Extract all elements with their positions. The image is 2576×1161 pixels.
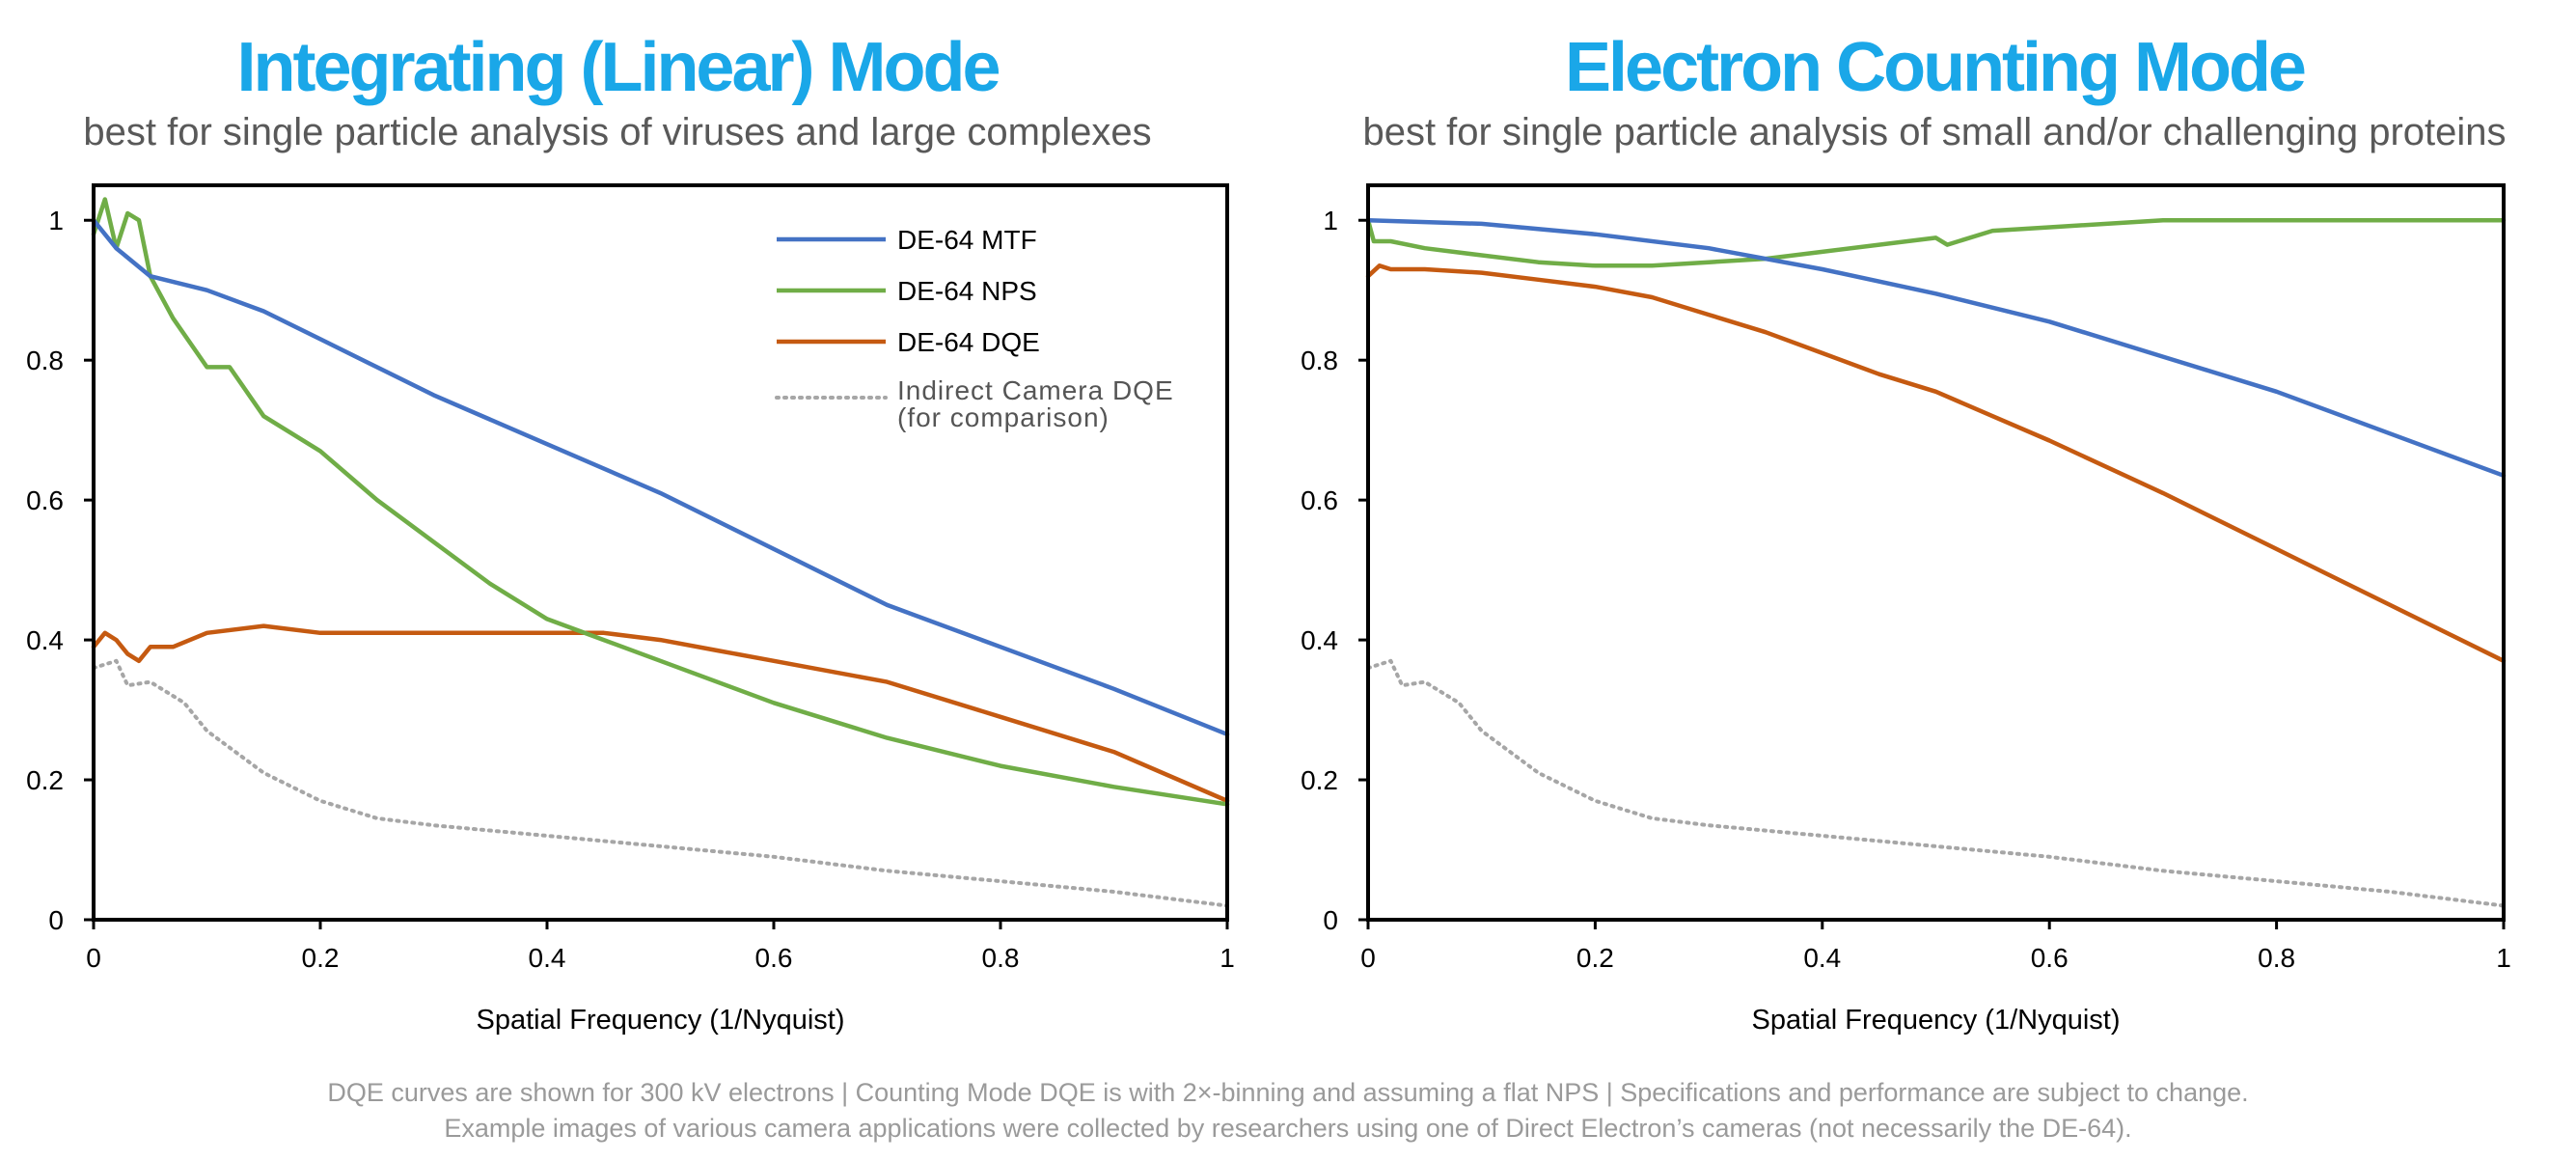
left-series-de-64-dqe-line — [91, 623, 1230, 804]
left-y-tick-label: 0.2 — [26, 765, 64, 795]
left-series-de-64-nps-line — [91, 197, 1230, 807]
right-x-tick-label: 0.8 — [2258, 943, 2295, 973]
left-series-indirect-camera-dqe-for-comparison-line — [92, 658, 1229, 908]
left-x-axis-label: Spatial Frequency (1/Nyquist) — [477, 1005, 845, 1036]
legend-label-2: DE-64 DQE — [897, 327, 1040, 357]
right-x-tick-label: 0.6 — [2031, 943, 2069, 973]
footer-line-2: Example images of various camera applica… — [444, 1114, 2132, 1143]
right-y-tick-label: 0 — [1323, 905, 1338, 935]
left-y-tick-label: 1 — [48, 206, 64, 235]
legend-label-3: Indirect Camera DQE — [897, 375, 1174, 405]
left-chart-subtitle: best for single particle analysis of vir… — [83, 111, 1152, 153]
left-x-tick-label: 0.4 — [529, 943, 566, 973]
right-y-tick-label: 0.4 — [1301, 625, 1338, 655]
left-x-tick-label: 0 — [86, 943, 101, 973]
left-series-de-64-mtf-line — [91, 217, 1230, 737]
left-y-tick-label: 0 — [48, 905, 64, 935]
left-x-tick-label: 0.2 — [302, 943, 340, 973]
left-x-tick-label: 0.6 — [755, 943, 793, 973]
legend-label-1: DE-64 NPS — [897, 276, 1037, 306]
right-x-tick-label: 0.4 — [1803, 943, 1841, 973]
left-y-tick-label: 0.8 — [26, 346, 64, 375]
left-x-tick-label: 0.8 — [982, 943, 1020, 973]
right-chart-title: Electron Counting Mode — [1565, 29, 2307, 106]
right-plot-frame — [1366, 183, 2506, 922]
left-chart-title: Integrating (Linear) Mode — [236, 29, 1001, 106]
left-plot-frame — [92, 183, 1229, 922]
right-series-indirect-camera-dqe-for-comparison-line — [1366, 658, 2506, 908]
right-chart-subtitle: best for single particle analysis of sma… — [1362, 111, 2507, 153]
right-y-tick-label: 1 — [1323, 206, 1338, 235]
right-series-de-64-mtf-line — [1365, 217, 2507, 479]
left-x-tick-label: 1 — [1219, 943, 1235, 973]
right-x-tick-label: 0.2 — [1576, 943, 1614, 973]
left-y-tick-label: 0.4 — [26, 625, 64, 655]
right-series-de-64-dqe-line — [1365, 263, 2507, 664]
right-y-tick-label: 0.2 — [1301, 765, 1338, 795]
footer-line-1: DQE curves are shown for 300 kV electron… — [327, 1078, 2249, 1107]
left-y-tick-label: 0.6 — [26, 485, 64, 515]
right-x-tick-label: 1 — [2496, 943, 2511, 973]
right-x-axis-label: Spatial Frequency (1/Nyquist) — [1752, 1005, 2121, 1036]
right-series-de-64-nps-line — [1365, 217, 2507, 268]
right-x-tick-label: 0 — [1360, 943, 1376, 973]
legend-label-3-cont: (for comparison) — [897, 402, 1110, 432]
legend-label-0: DE-64 MTF — [897, 225, 1037, 255]
right-y-tick-label: 0.8 — [1301, 346, 1338, 375]
right-y-tick-label: 0.6 — [1301, 485, 1338, 515]
